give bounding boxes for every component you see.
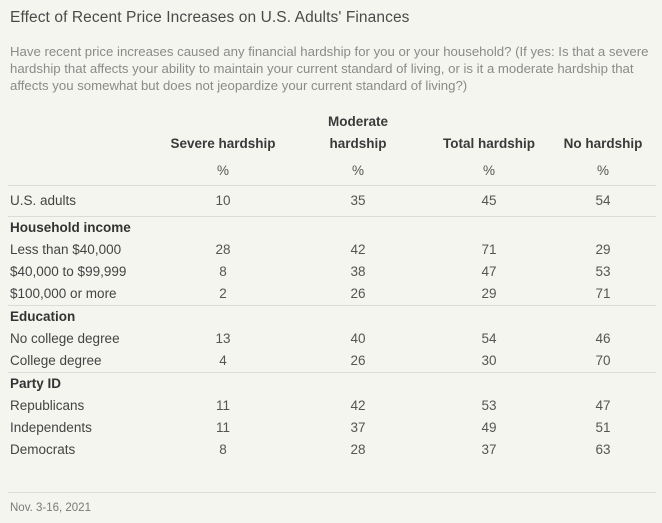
row-label: $100,000 or more [10,286,117,301]
row-label: Republicans [10,398,85,413]
cell-value: 40 [350,331,366,346]
cell-value [158,372,288,395]
cell-value: 42 [350,398,366,413]
row-label: Household income [8,216,158,239]
cell-value: 45 [481,193,497,208]
cell-value: 28 [215,242,231,257]
unit-row: % % % % [8,157,656,186]
table-row: Democrats 8 28 37 63 [8,439,656,461]
cell-value: 26 [350,286,366,301]
section-heading-row: Household income [8,216,656,239]
cell-value [158,305,288,328]
cell-value: 54 [595,193,611,208]
cell-value: 28 [350,442,366,457]
cell-value [550,305,656,328]
cell-value: 49 [481,420,497,435]
table-row: Republicans 11 42 53 47 [8,395,656,417]
table-row: $100,000 or more 2 26 29 71 [8,283,656,306]
cell-value: 51 [595,420,611,435]
row-label: Democrats [10,442,76,457]
row-label: Education [8,305,158,328]
cell-value [288,305,428,328]
unit-blank [8,157,158,186]
cell-value: 38 [350,264,366,279]
cell-value: 30 [481,353,497,368]
cell-value: 47 [481,264,497,279]
unit-severe: % [216,163,229,178]
cell-value: 53 [595,264,611,279]
header-blank [8,111,158,157]
table-row: Independents 11 37 49 51 [8,417,656,439]
cell-value [288,372,428,395]
cell-value: 8 [219,264,227,279]
cell-value: 37 [481,442,497,457]
table-row: No college degree 13 40 54 46 [8,328,656,350]
cell-value: 11 [215,398,230,413]
header-severe: Severe hardship [170,136,276,151]
chart-title: Effect of Recent Price Increases on U.S.… [10,9,410,26]
table-row: Less than $40,000 28 42 71 29 [8,239,656,261]
row-label: Independents [10,420,92,435]
header-moderate: Moderate hardship [327,114,388,151]
cell-value: 11 [215,420,230,435]
cell-value: 29 [481,286,497,301]
cell-value: 37 [350,420,366,435]
section-heading-row: Education [8,305,656,328]
survey-question: Have recent price increases caused any f… [10,44,649,93]
table-row: $40,000 to $99,999 8 38 47 53 [8,261,656,283]
cell-value: 2 [219,286,227,301]
cell-value [428,305,550,328]
cell-value [158,216,288,239]
cell-value: 42 [350,242,366,257]
cell-value: 47 [595,398,611,413]
cell-value [428,216,550,239]
row-label: College degree [10,353,102,368]
cell-value [550,216,656,239]
row-label: Less than $40,000 [10,242,122,257]
unit-moderate: % [351,163,364,178]
header-row: Severe hardship Moderate hardship Total h… [8,111,656,157]
unit-total: % [482,163,495,178]
row-label: No college degree [10,331,120,346]
cell-value: 4 [219,353,227,368]
cell-value: 10 [215,193,231,208]
cell-value: 63 [595,442,611,457]
cell-value: 13 [215,331,231,346]
bottom-divider [8,492,656,493]
cell-value: 71 [595,286,611,301]
cell-value: 71 [481,242,497,257]
section-heading-row: Party ID [8,372,656,395]
cell-value: 70 [595,353,611,368]
cell-value: 53 [481,398,497,413]
cell-value [550,372,656,395]
table-row: College degree 4 26 30 70 [8,350,656,373]
cell-value [288,216,428,239]
unit-none: % [596,163,609,178]
table-row: U.S. adults 10 35 45 54 [8,186,656,217]
header-total: Total hardship [442,136,535,151]
header-none: No hardship [563,136,643,151]
results-table: Severe hardship Moderate hardship Total h… [8,111,656,461]
cell-value [428,372,550,395]
cell-value: 46 [595,331,611,346]
cell-value: 29 [595,242,611,257]
cell-value: 35 [350,193,366,208]
row-label: U.S. adults [10,193,77,208]
row-label: Party ID [8,372,158,395]
row-label: $40,000 to $99,999 [10,264,127,279]
footnote: Nov. 3-16, 2021 [10,502,91,514]
cell-value: 26 [350,353,366,368]
cell-value: 8 [219,442,227,457]
cell-value: 54 [481,331,497,346]
